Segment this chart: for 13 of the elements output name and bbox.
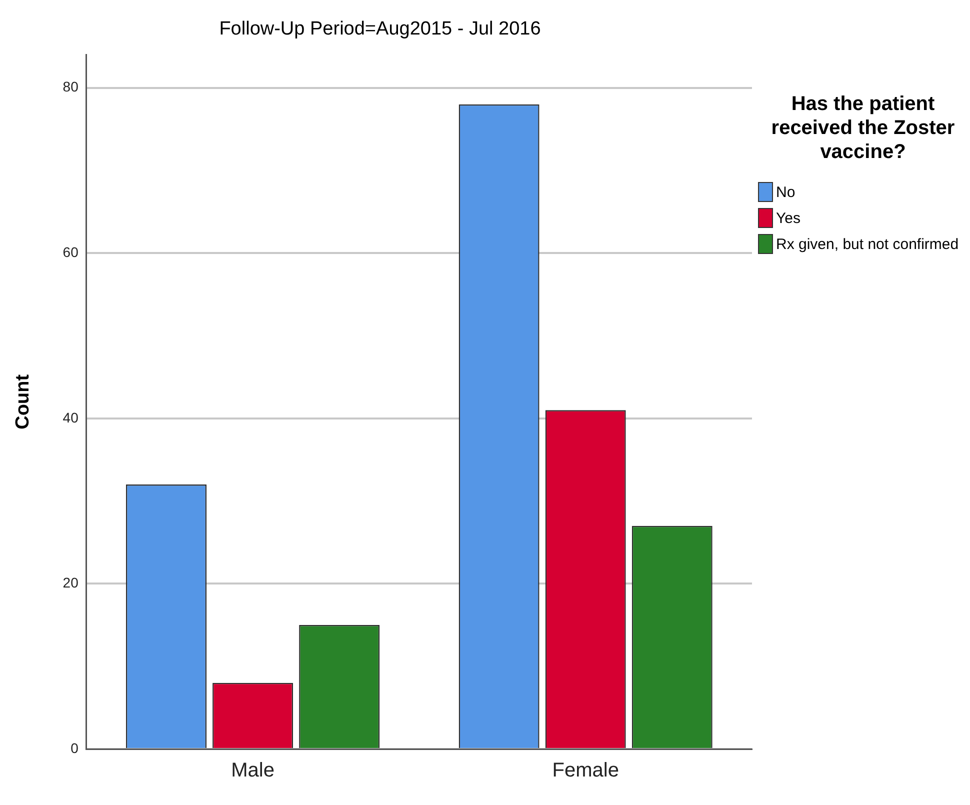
- x-tick-label: Female: [552, 760, 619, 782]
- chart-title: Follow-Up Period=Aug2015 - Jul 2016: [219, 18, 541, 40]
- y-tick-label: 20: [62, 574, 79, 591]
- y-tick-label: 60: [62, 244, 79, 260]
- y-tick-label: 80: [62, 78, 79, 95]
- legend-label: Rx given, but not confirmed: [776, 236, 959, 252]
- x-tick-label: Male: [231, 760, 274, 782]
- legend-title: Has the patient received the Zoster vaccine?: [770, 92, 956, 164]
- legend-label: Yes: [776, 210, 800, 226]
- y-axis-title: Count: [12, 374, 34, 430]
- y-tick-label: 0: [70, 740, 79, 756]
- legend-label: No: [776, 184, 796, 200]
- y-tick-label: 40: [62, 409, 79, 426]
